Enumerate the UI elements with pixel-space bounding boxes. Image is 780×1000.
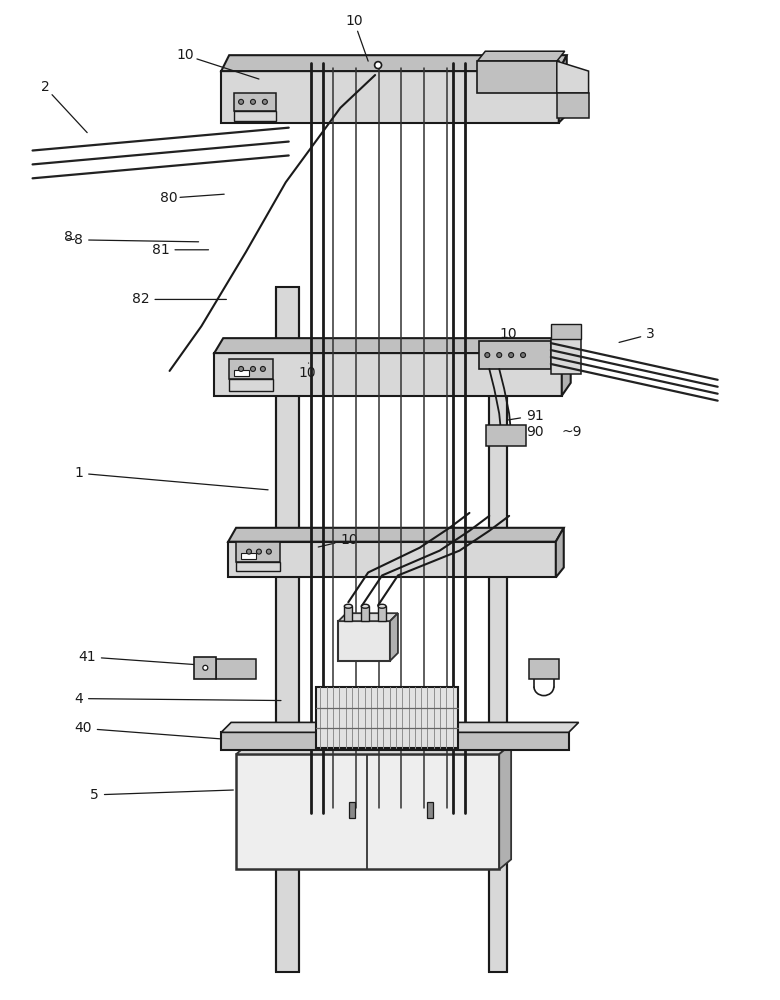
Text: 81: 81 [151,243,208,257]
Text: 8: 8 [64,230,73,244]
Bar [477,61,558,93]
Ellipse shape [250,99,256,104]
Text: 2: 2 [41,80,87,133]
Text: ~: ~ [64,233,76,247]
Polygon shape [390,613,398,661]
Polygon shape [222,55,567,71]
Ellipse shape [250,366,256,371]
Polygon shape [477,51,565,61]
Bar [194,657,216,679]
Polygon shape [556,528,564,577]
Polygon shape [236,744,511,754]
Bar [222,732,569,750]
Ellipse shape [361,604,369,608]
Text: 10: 10 [488,327,517,349]
Bar [236,542,280,562]
Bar [344,606,353,621]
Bar [529,659,558,679]
Bar [361,606,369,621]
Bar [216,659,256,679]
Bar [316,687,458,748]
Polygon shape [557,93,589,118]
Polygon shape [558,55,567,123]
Polygon shape [562,338,571,396]
Ellipse shape [497,353,502,358]
Ellipse shape [203,665,207,670]
Text: 40: 40 [74,721,236,740]
Text: 90: 90 [526,425,544,439]
Bar [378,606,386,621]
Text: 3: 3 [619,327,655,342]
Text: 41: 41 [78,650,223,667]
Text: 91: 91 [507,409,544,423]
Polygon shape [499,744,511,869]
Ellipse shape [239,99,243,104]
Bar [234,93,276,111]
Text: 4: 4 [74,692,281,706]
Ellipse shape [378,604,386,608]
Text: 7: 7 [340,630,365,648]
Text: 1: 1 [74,466,268,490]
Bar [486,425,526,446]
Polygon shape [557,61,589,93]
Text: 5: 5 [90,788,233,802]
Bar [241,553,256,559]
Bar [339,621,390,661]
Ellipse shape [374,62,381,69]
Bar [489,391,507,972]
Text: 82: 82 [132,292,226,306]
Bar [236,562,280,571]
Text: 10: 10 [176,48,259,79]
Ellipse shape [520,353,526,358]
Bar [215,353,562,396]
Bar [551,339,580,374]
Bar [427,802,433,818]
Ellipse shape [485,353,490,358]
Text: 8: 8 [74,233,199,247]
Ellipse shape [344,604,353,608]
Bar [229,359,273,379]
Ellipse shape [239,366,243,371]
Bar [222,71,558,123]
Bar [236,754,499,869]
Ellipse shape [267,549,271,554]
Bar [276,287,299,972]
Bar [234,370,249,376]
Bar [234,111,276,121]
Polygon shape [229,528,564,542]
Bar [480,341,551,369]
Text: ~9: ~9 [562,425,582,439]
Bar [349,802,355,818]
Ellipse shape [262,99,268,104]
Polygon shape [215,338,571,353]
Bar [229,379,273,391]
Ellipse shape [246,549,251,554]
Text: 10: 10 [299,363,316,380]
Text: 80: 80 [160,191,224,205]
Ellipse shape [257,549,261,554]
Bar [551,324,580,339]
Ellipse shape [509,353,513,358]
Polygon shape [339,613,398,621]
Bar [229,542,556,577]
Ellipse shape [261,366,265,371]
Text: 10: 10 [346,14,368,61]
Polygon shape [222,722,579,732]
Text: 10: 10 [318,533,358,547]
Text: 42: 42 [353,614,378,635]
